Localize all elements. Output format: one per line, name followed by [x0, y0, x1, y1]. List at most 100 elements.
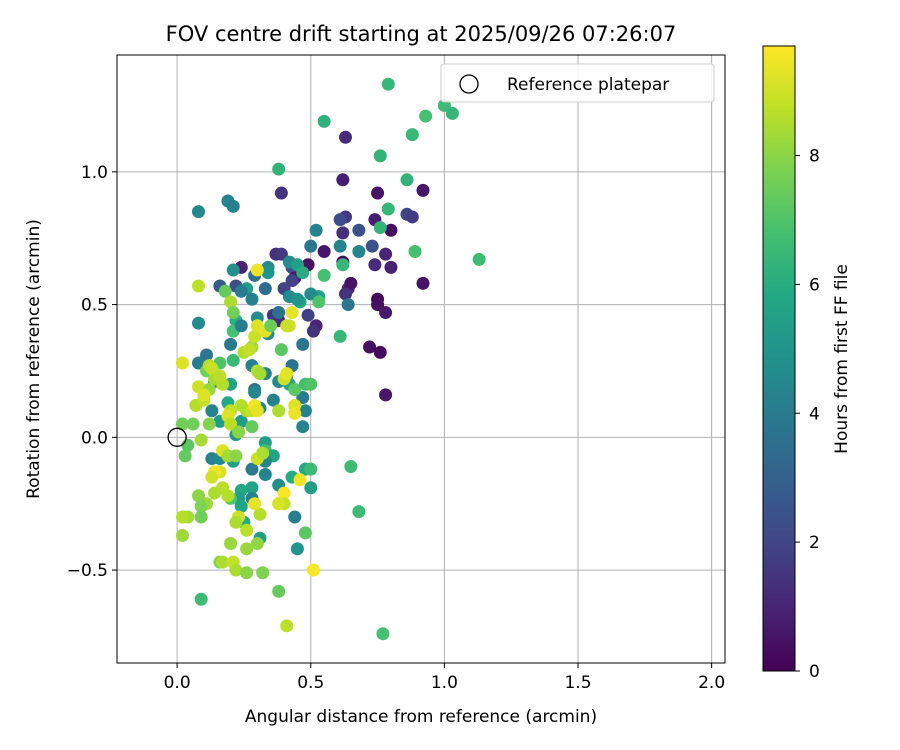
data-point — [226, 263, 240, 277]
data-point — [296, 390, 310, 404]
data-point — [245, 292, 259, 306]
data-point — [280, 319, 294, 333]
data-point — [285, 274, 299, 288]
data-point — [293, 473, 307, 487]
data-point — [175, 417, 189, 431]
data-point — [298, 526, 312, 540]
data-point — [371, 298, 385, 312]
data-point — [192, 489, 206, 503]
colorbar-tick-label: 0 — [809, 662, 820, 682]
data-point — [312, 295, 326, 309]
data-point — [373, 221, 387, 235]
x-tick-label: 2.0 — [698, 673, 725, 693]
data-point — [229, 563, 243, 577]
data-point — [400, 173, 414, 187]
legend-box — [440, 63, 715, 103]
data-point — [245, 481, 259, 495]
data-point — [384, 260, 398, 274]
data-point — [341, 298, 355, 312]
x-tick-label: 0.5 — [297, 673, 324, 693]
legend: Reference platepar — [440, 63, 715, 103]
colorbar: 0 2 4 6 8 Hours from first FF file — [762, 45, 852, 682]
data-point — [371, 186, 385, 200]
data-point — [226, 306, 240, 320]
data-point — [266, 393, 280, 407]
data-point — [218, 284, 232, 298]
data-point — [178, 449, 192, 463]
reference-platepar-marker — [167, 427, 187, 447]
data-point — [256, 566, 270, 580]
data-point — [200, 348, 214, 362]
colorbar-tick-label: 2 — [809, 533, 820, 553]
data-point — [309, 223, 323, 237]
data-point — [381, 202, 395, 216]
data-point — [333, 239, 347, 253]
data-point — [232, 425, 246, 439]
data-point — [229, 449, 243, 463]
grid-lines — [117, 55, 725, 663]
data-point — [234, 284, 248, 298]
data-point — [194, 499, 208, 513]
data-point — [336, 226, 350, 240]
x-tick-label: 0.0 — [164, 673, 191, 693]
data-point — [256, 446, 270, 460]
data-point — [306, 563, 320, 577]
data-point — [379, 247, 393, 261]
data-point — [317, 114, 331, 128]
data-point — [339, 130, 353, 144]
data-point — [234, 499, 248, 513]
data-point — [368, 258, 382, 272]
data-point — [229, 515, 243, 529]
colorbar-gradient — [762, 45, 796, 672]
data-point — [194, 510, 208, 524]
data-point — [301, 308, 315, 322]
data-point — [245, 462, 259, 476]
data-point — [216, 555, 230, 569]
legend-reference-marker — [459, 74, 479, 94]
data-point — [264, 319, 278, 333]
data-point — [240, 542, 254, 556]
data-point — [288, 383, 302, 397]
data-point — [298, 404, 312, 418]
x-axis-label: Angular distance from reference (arcmin) — [245, 707, 597, 727]
data-point — [272, 497, 286, 511]
data-point — [274, 186, 288, 200]
y-tick-label: 0.0 — [81, 428, 108, 448]
data-point — [192, 356, 206, 370]
data-point — [248, 497, 262, 511]
chart-title: FOV centre drift starting at 2025/09/26 … — [166, 22, 677, 46]
data-point — [274, 343, 288, 357]
data-point — [288, 406, 302, 420]
data-point — [253, 367, 267, 381]
data-point — [250, 404, 264, 418]
data-point — [224, 537, 238, 551]
data-point — [317, 244, 331, 258]
data-point — [194, 592, 208, 606]
data-point — [306, 324, 320, 338]
data-point — [248, 329, 262, 343]
data-point — [272, 584, 286, 598]
y-tick-label: 1.0 — [81, 163, 108, 183]
data-point — [304, 239, 318, 253]
data-point — [250, 263, 264, 277]
data-point — [333, 329, 347, 343]
data-point — [296, 337, 310, 351]
data-point — [304, 377, 318, 391]
data-point — [258, 467, 272, 481]
colorbar-tick-label: 6 — [809, 275, 820, 295]
data-point — [221, 489, 235, 503]
data-point — [245, 420, 259, 434]
data-point — [379, 306, 393, 320]
y-tick-label: −0.5 — [67, 561, 108, 581]
data-point — [277, 486, 291, 500]
data-point — [472, 252, 486, 266]
data-point — [384, 223, 398, 237]
data-point — [240, 566, 254, 580]
data-point — [258, 282, 272, 296]
data-point — [197, 388, 211, 402]
data-point — [272, 162, 286, 176]
data-point — [352, 223, 366, 237]
data-point — [317, 268, 331, 282]
data-point — [336, 173, 350, 187]
